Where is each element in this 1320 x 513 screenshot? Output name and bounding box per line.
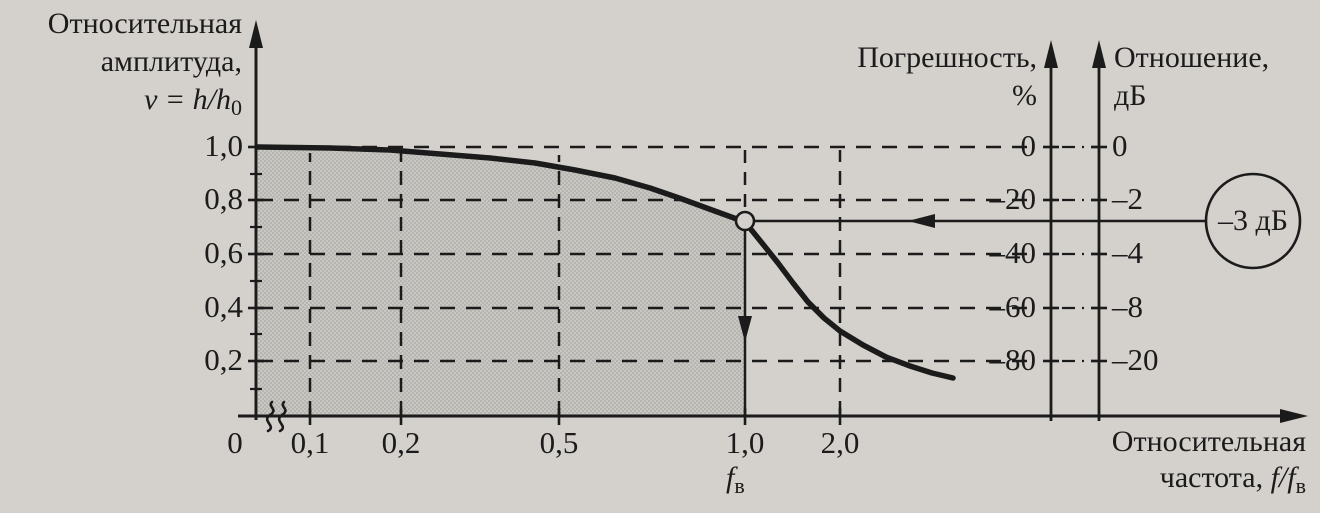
ratio-axis-title: Отношение, xyxy=(1114,41,1270,74)
nu-formula-subscript: 0 xyxy=(231,95,242,120)
y-axis-title-formula: ν = h/h0 xyxy=(2,82,242,120)
y-tick-label: 1,0 xyxy=(204,128,243,163)
axis-break-squiggle xyxy=(277,400,287,433)
minus-3db-balloon xyxy=(1204,172,1302,270)
pct-tick-label: –60 xyxy=(989,289,1037,324)
x-tick-label: 0,1 xyxy=(290,425,330,460)
error-axis-title: Погрешность, xyxy=(857,41,1037,74)
annotations xyxy=(734,172,1302,416)
x-tick-label: 2,0 xyxy=(820,425,860,460)
db-axis-arrowhead xyxy=(1092,40,1106,68)
db-tick-label: –4 xyxy=(1112,235,1143,270)
pct-tick-label: –20 xyxy=(989,181,1037,216)
cutoff-frequency-label: fв xyxy=(726,461,745,498)
f-over-fv-subscript: в xyxy=(1295,473,1306,498)
ratio-axis-unit: дБ xyxy=(1114,79,1147,112)
axes xyxy=(238,20,1308,433)
left-arrowhead xyxy=(908,214,935,228)
axis-break-squiggle xyxy=(265,400,275,433)
passband-shaded-region xyxy=(258,150,745,416)
pct-tick-label: –40 xyxy=(989,235,1037,270)
pct-tick-label: –80 xyxy=(989,342,1037,377)
y-axis-arrowhead xyxy=(249,20,263,48)
y-tick-label: 0,4 xyxy=(204,289,243,324)
pct-tick-label: 0 xyxy=(1020,128,1037,163)
down-arrowhead xyxy=(738,316,752,342)
x-axis-arrowhead xyxy=(1280,409,1308,423)
x-axis-title-line1: Относительная xyxy=(1111,425,1306,458)
y-tick-label: 0,2 xyxy=(204,342,243,377)
db-tick-label: –20 xyxy=(1112,342,1159,377)
x-tick-label: 0,2 xyxy=(381,425,421,460)
x-tick-label: 0 xyxy=(227,425,243,460)
y-axis-title-line1: Относительная xyxy=(47,7,242,40)
shaded-passband-polygon xyxy=(258,150,745,416)
y-axis-title-line2: амплитуда, xyxy=(100,45,242,78)
pct-axis-arrowhead xyxy=(1044,40,1058,68)
y-tick-label: 0,8 xyxy=(204,181,243,216)
error-axis-unit: % xyxy=(1012,79,1037,112)
db-tick-label: –2 xyxy=(1112,181,1143,216)
y-tick-label: 0,6 xyxy=(204,235,243,270)
f-over-fv: f/f xyxy=(1270,461,1296,494)
cutoff-point-marker xyxy=(734,210,756,232)
x-tick-label: 1,0 xyxy=(725,425,765,460)
x-tick-label: 0,5 xyxy=(539,425,579,460)
x-axis-title-line2: частота, f/fв xyxy=(1159,461,1306,498)
db-tick-label: 0 xyxy=(1112,128,1128,163)
db-tick-label: –8 xyxy=(1112,289,1143,324)
minus-3db-label: –3 дБ xyxy=(1218,204,1288,237)
nu-formula: ν = h/h xyxy=(144,83,231,116)
